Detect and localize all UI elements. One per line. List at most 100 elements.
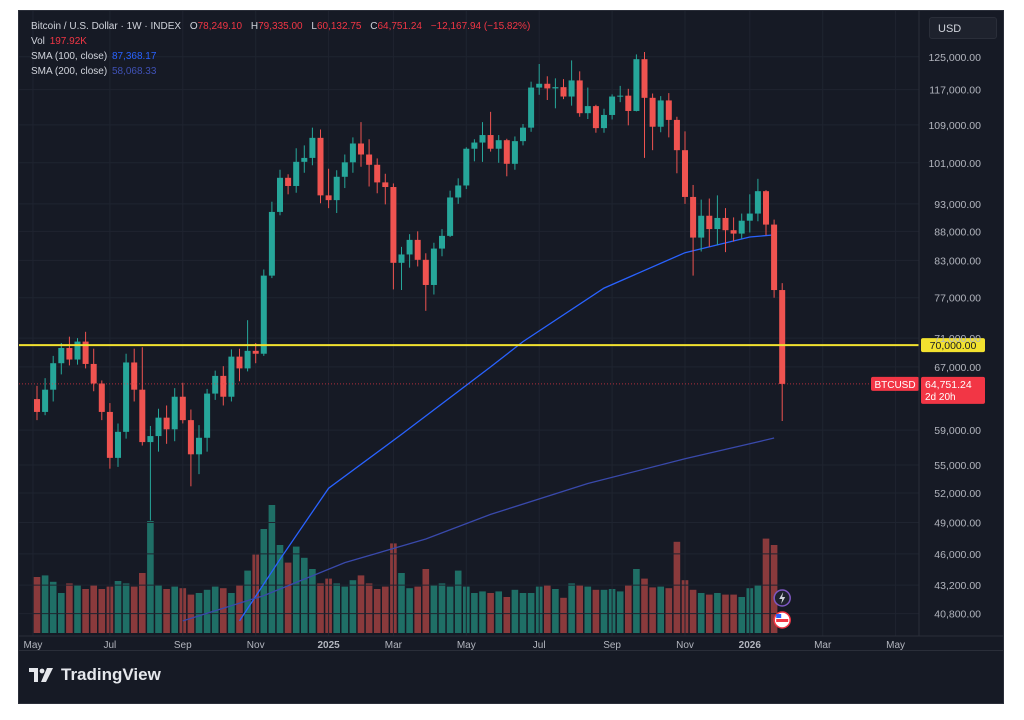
volume-bar [171,586,178,633]
candle-body [722,217,729,231]
y-tick-label: 46,000.00 [934,549,981,561]
candle-body [706,215,713,230]
volume-bar [738,597,745,633]
candle-body [66,347,73,360]
y-tick-label: 88,000.00 [934,226,981,238]
volume-bar [309,569,316,633]
x-tick-label: Mar [814,640,832,651]
candle-body [390,187,397,263]
candle-body [520,127,526,142]
last-price-tag [921,376,985,404]
volume-bar [673,541,681,633]
candle-body [463,148,470,186]
volume-bar [58,593,65,633]
volume-bar [220,588,227,633]
y-tick-label: 52,000.00 [934,488,981,500]
open-value: 78,249.10 [197,21,243,32]
x-tick-label: 2025 [317,640,340,651]
us-flag-stripe [776,619,789,622]
candle-body [487,135,494,149]
y-tick-label: 71,000.00 [934,333,981,345]
volume-bar [552,589,559,633]
volume-bar [454,570,462,633]
candle-body [406,239,413,255]
legend-symbol-row: Bitcoin / U.S. Dollar · 1W · INDEX O78,2… [31,19,530,34]
bar-countdown: 2d 20h [925,392,956,403]
volume-label: Vol [31,36,45,47]
x-tick-label: Nov [676,640,694,651]
candle-body [617,95,624,97]
candle-body [260,275,267,354]
candle-body [503,140,510,164]
volume-bar [260,529,268,633]
candle-body [779,290,786,384]
volume-bar [244,570,251,633]
volume-bar [495,591,502,633]
candle-body [560,87,567,97]
candle-body [633,59,640,111]
x-tick-label: Mar [385,640,403,651]
volume-bar [633,569,640,633]
candle-body [366,154,373,165]
candle-body [139,389,146,443]
candle-body [422,259,429,285]
x-tick-label: May [23,640,42,651]
volume-bar [511,589,519,633]
candle-body [123,362,130,432]
volume-bar [714,593,721,633]
volume-bar [544,585,551,633]
us-flag-event-badge[interactable] [773,611,791,629]
y-tick-label: 77,000.00 [934,293,981,305]
candle-body [317,137,324,196]
candle-body [771,224,778,291]
candle-body [155,417,162,437]
x-tick-label: May [886,640,905,651]
tradingview-logo[interactable]: TradingView [29,665,161,685]
y-tick-label: 43,200.00 [934,580,981,592]
volume-bar [357,575,365,633]
legend-sma200-row[interactable]: SMA (200, close) 58,068.33 [31,64,530,79]
candle-body [196,437,202,455]
sma100-label: SMA (100, close) [31,51,108,62]
candle-body [301,157,308,162]
volume-value: 197.92K [49,36,87,47]
y-tick-label: 67,000.00 [934,362,981,374]
change-value: −12,167.94 (−15.82%) [430,21,531,32]
candle-body [439,235,445,249]
candle-body [341,162,348,177]
volume-bar [90,585,97,633]
tradingview-wordmark: TradingView [61,665,161,684]
y-tick-label: 40,800.00 [934,609,981,621]
level-price-tag [921,338,985,353]
volume-bar [414,586,421,633]
legend-volume-row[interactable]: Vol 197.92K [31,34,530,49]
volume-bar [373,589,381,633]
candle-body [374,164,381,183]
candle-body [665,100,672,120]
candle-body [82,341,89,364]
volume-bar [471,593,478,633]
symbol-title[interactable]: Bitcoin / U.S. Dollar · 1W · INDEX [31,21,182,32]
sma100-value: 87,368.17 [111,51,157,62]
event-badges[interactable] [773,589,791,629]
currency-selector[interactable]: USD [929,17,997,39]
candle-body [641,59,648,98]
volume-bar [697,593,705,633]
x-tick-label: Sep [174,640,192,651]
volume-bar [292,546,300,633]
candle-body [333,176,340,201]
sma200-value: 58,068.33 [111,66,157,77]
candle-body [495,140,502,149]
x-tick-label: Jul [533,640,546,651]
candle-body [584,106,591,114]
flash-event-badge[interactable] [773,589,791,607]
volume-bar [317,583,324,633]
candle-body [106,411,113,458]
volume-bar [584,586,592,633]
x-tick-label: Sep [603,640,621,651]
candle-body [690,196,697,238]
legend-sma100-row[interactable]: SMA (100, close) 87,368.17 [31,49,530,64]
volume-bar [365,583,373,633]
